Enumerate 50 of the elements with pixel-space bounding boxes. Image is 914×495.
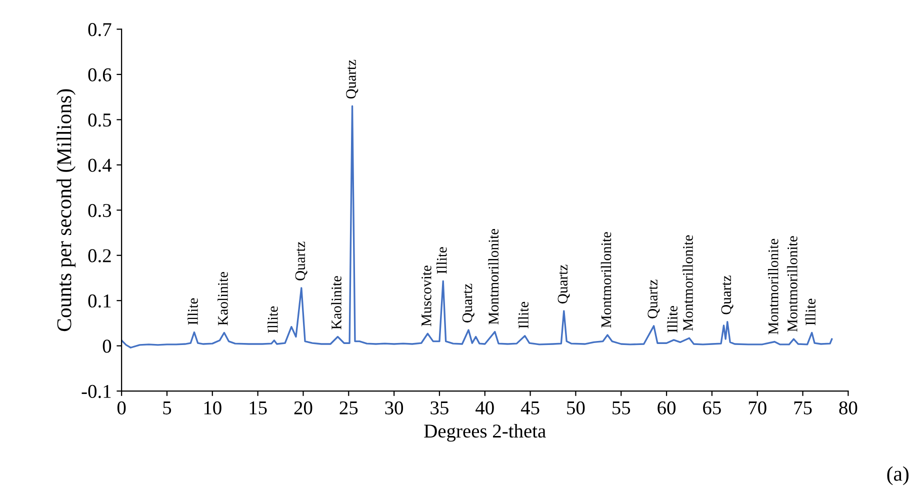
annotation: Illite (268, 306, 278, 333)
annotation: Quartz (346, 60, 358, 99)
x-tick-label: 35 (430, 401, 448, 414)
y-tick-label: 0 (102, 340, 112, 353)
x-tick-label: 65 (703, 401, 721, 414)
x-tick-label: 75 (794, 402, 812, 414)
y-tick-label: 0.5 (88, 113, 112, 127)
annotation: Illite (667, 306, 678, 332)
annotation: Illite (436, 247, 447, 274)
annotation: Illite (805, 298, 816, 326)
annotation: Quartz (648, 280, 660, 318)
x-tick-label: 5 (163, 402, 172, 414)
text: (a) (887, 466, 909, 486)
x-tick-label: 30 (385, 401, 404, 414)
y-tick-label: -0.1 (82, 384, 111, 398)
annotation: Montmorillonite (787, 236, 798, 332)
x-tick-label: 15 (250, 401, 267, 414)
annotation: Quartz (721, 276, 734, 314)
line-series (122, 105, 833, 348)
x-tick-label: 80 (839, 401, 858, 414)
annotation: Quartz (462, 284, 474, 322)
annotation: Illite (518, 302, 528, 328)
x-tick-label: 60 (658, 401, 676, 414)
x-tick-label: 50 (567, 401, 585, 414)
x-tick-label: 0 (117, 401, 126, 414)
x-tick-label: 40 (476, 401, 494, 414)
y-tick-label: 0.6 (88, 68, 112, 82)
x-tick-label: 10 (204, 401, 222, 414)
y-tick-label: 0.4 (88, 158, 112, 172)
y-tick-label: 0.3 (88, 204, 112, 218)
annotation: Illite (188, 298, 198, 325)
annotation: Kaolinite (218, 272, 228, 326)
x-tick-label: 55 (612, 402, 630, 414)
annotation: Montmorillonite (682, 235, 693, 331)
x-axis-title: Degrees 2-theta (424, 424, 546, 442)
x-tick-label: 20 (294, 401, 312, 414)
annotation: Montmorillonite (488, 228, 499, 324)
annotation: Montmorillonite (600, 232, 612, 328)
annotation: Kaolinite (331, 276, 342, 330)
annotation: Quartz (295, 242, 308, 280)
y-axis-title: Counts per second (Millions) (56, 89, 76, 332)
x-tick-label: 45 (520, 401, 540, 414)
x-tick-label: 70 (748, 401, 766, 414)
annotation: Montmorillonite (768, 238, 778, 334)
x-tick-label: 25 (340, 401, 358, 414)
y-tick-label: 0.1 (88, 294, 111, 308)
annotation: Quartz (558, 264, 570, 304)
y-tick-label: 0.7 (88, 23, 112, 36)
y-tick-label: 0.2 (88, 249, 111, 262)
annotation: Muscovite (422, 266, 432, 326)
